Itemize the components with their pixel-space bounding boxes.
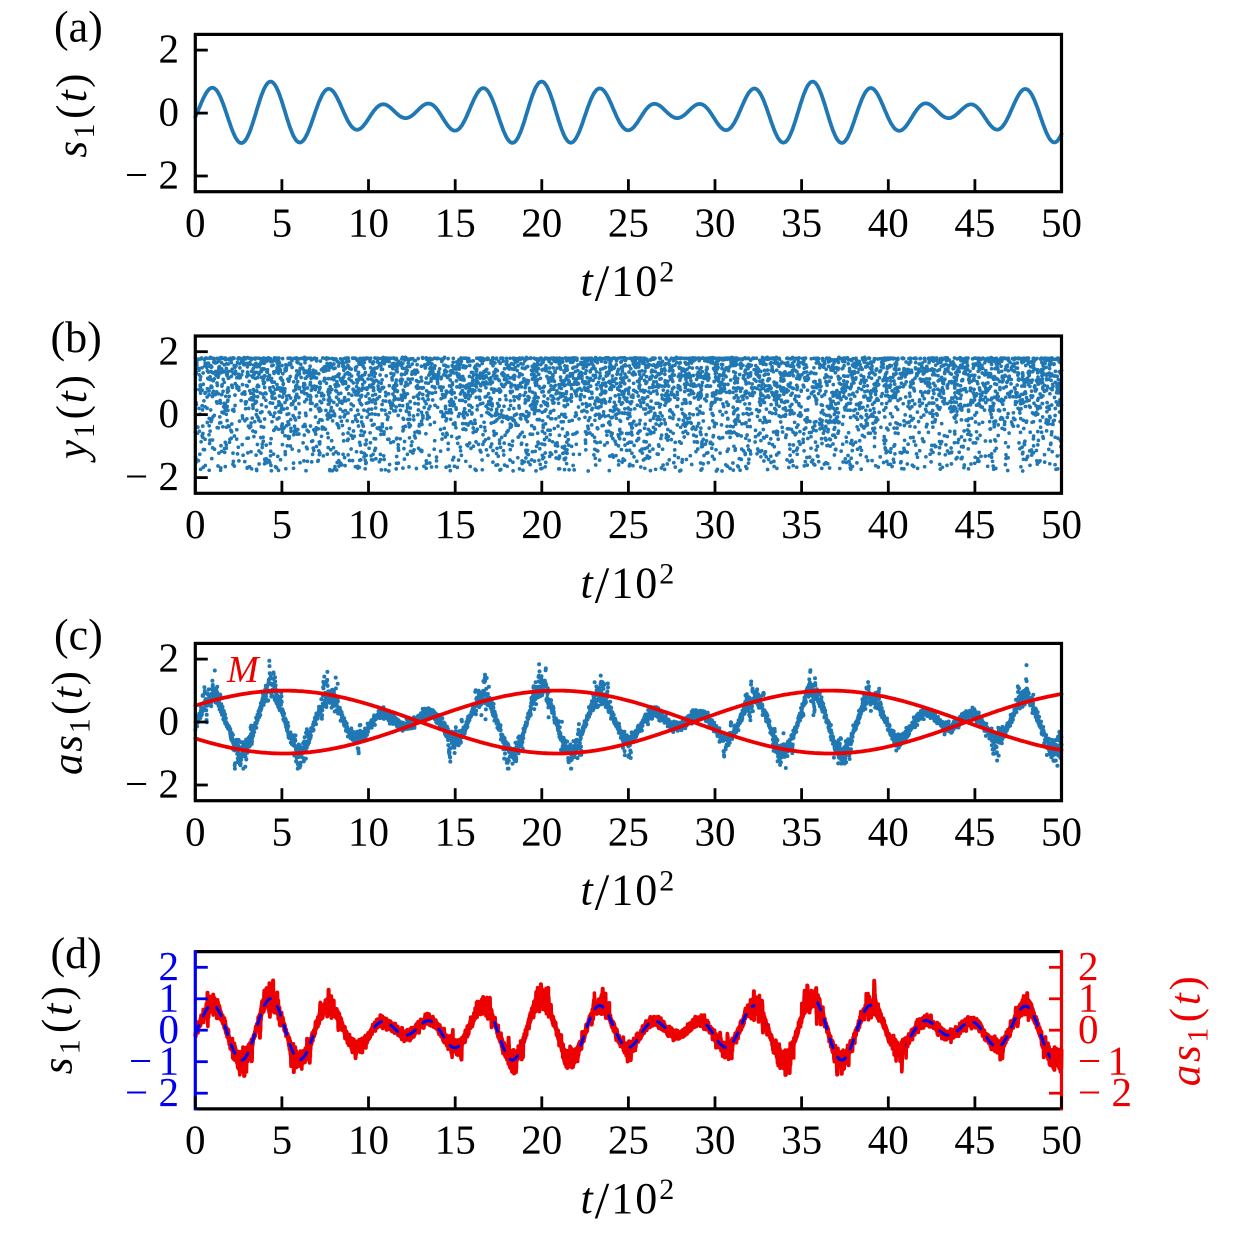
svg-text:35: 35 (781, 808, 822, 854)
svg-text:25: 25 (608, 501, 649, 547)
svg-text:15: 15 (435, 501, 476, 547)
svg-text:50: 50 (1041, 808, 1082, 854)
svg-text:s1​(t): s1​(t) (49, 74, 101, 158)
svg-text:50: 50 (1041, 199, 1082, 245)
svg-text:40: 40 (868, 501, 909, 547)
svg-text:25: 25 (608, 1117, 649, 1163)
svg-text:0: 0 (185, 501, 206, 547)
svg-text:15: 15 (435, 808, 476, 854)
svg-text:0: 0 (185, 1117, 206, 1163)
svg-text:1: 1 (159, 974, 180, 1020)
svg-text:(c): (c) (54, 611, 103, 660)
svg-text:s1​(t): s1​(t) (35, 986, 87, 1074)
svg-text:0: 0 (159, 390, 180, 436)
svg-text:10: 10 (348, 1117, 389, 1163)
svg-text:0: 0 (159, 1006, 180, 1052)
svg-text:15: 15 (435, 1117, 476, 1163)
svg-text:10: 10 (348, 199, 389, 245)
svg-text:(b): (b) (51, 313, 102, 362)
svg-text:2: 2 (1078, 943, 1099, 989)
svg-text:2: 2 (159, 26, 180, 72)
svg-text:5: 5 (272, 1117, 293, 1163)
svg-text:1: 1 (1078, 974, 1099, 1020)
svg-text:5: 5 (272, 199, 293, 245)
svg-text:30: 30 (695, 501, 736, 547)
svg-text:as1​(t): as1​(t) (1163, 976, 1215, 1086)
svg-text:0: 0 (185, 199, 206, 245)
svg-text:20: 20 (521, 1117, 562, 1163)
svg-text:45: 45 (954, 1117, 995, 1163)
svg-text:35: 35 (781, 501, 822, 547)
svg-text:0: 0 (159, 698, 180, 744)
svg-text:10: 10 (348, 501, 389, 547)
svg-text:y1​(t): y1​(t) (49, 375, 101, 463)
svg-text:25: 25 (608, 199, 649, 245)
svg-text:0: 0 (159, 89, 180, 135)
svg-text:40: 40 (868, 1117, 909, 1163)
svg-text:45: 45 (954, 808, 995, 854)
svg-text:10: 10 (348, 808, 389, 854)
svg-text:25: 25 (608, 808, 649, 854)
svg-text:20: 20 (521, 199, 562, 245)
svg-text:5: 5 (272, 501, 293, 547)
svg-text:M: M (226, 649, 261, 691)
svg-text:2: 2 (159, 635, 180, 681)
svg-text:t/102: t/102 (581, 865, 677, 922)
svg-text:as1​(t): as1​(t) (45, 671, 97, 775)
svg-text:45: 45 (954, 501, 995, 547)
svg-text:0: 0 (1078, 1006, 1099, 1052)
svg-text:t/102: t/102 (581, 1173, 677, 1230)
svg-text:35: 35 (781, 199, 822, 245)
svg-text:30: 30 (695, 1117, 736, 1163)
svg-text:35: 35 (781, 1117, 822, 1163)
svg-text:0: 0 (185, 808, 206, 854)
svg-text:40: 40 (868, 199, 909, 245)
svg-text:(d): (d) (51, 929, 102, 978)
svg-text:40: 40 (868, 808, 909, 854)
svg-text:20: 20 (521, 808, 562, 854)
svg-text:5: 5 (272, 808, 293, 854)
svg-text:30: 30 (695, 199, 736, 245)
svg-text:2: 2 (159, 943, 180, 989)
svg-text:50: 50 (1041, 501, 1082, 547)
svg-text:50: 50 (1041, 1117, 1082, 1163)
svg-text:(a): (a) (54, 2, 103, 51)
svg-text:t/102: t/102 (581, 256, 677, 313)
svg-text:15: 15 (435, 199, 476, 245)
svg-text:2: 2 (159, 327, 180, 373)
svg-text:30: 30 (695, 808, 736, 854)
svg-text:20: 20 (521, 501, 562, 547)
svg-text:45: 45 (954, 199, 995, 245)
svg-text:t/102: t/102 (581, 557, 677, 614)
